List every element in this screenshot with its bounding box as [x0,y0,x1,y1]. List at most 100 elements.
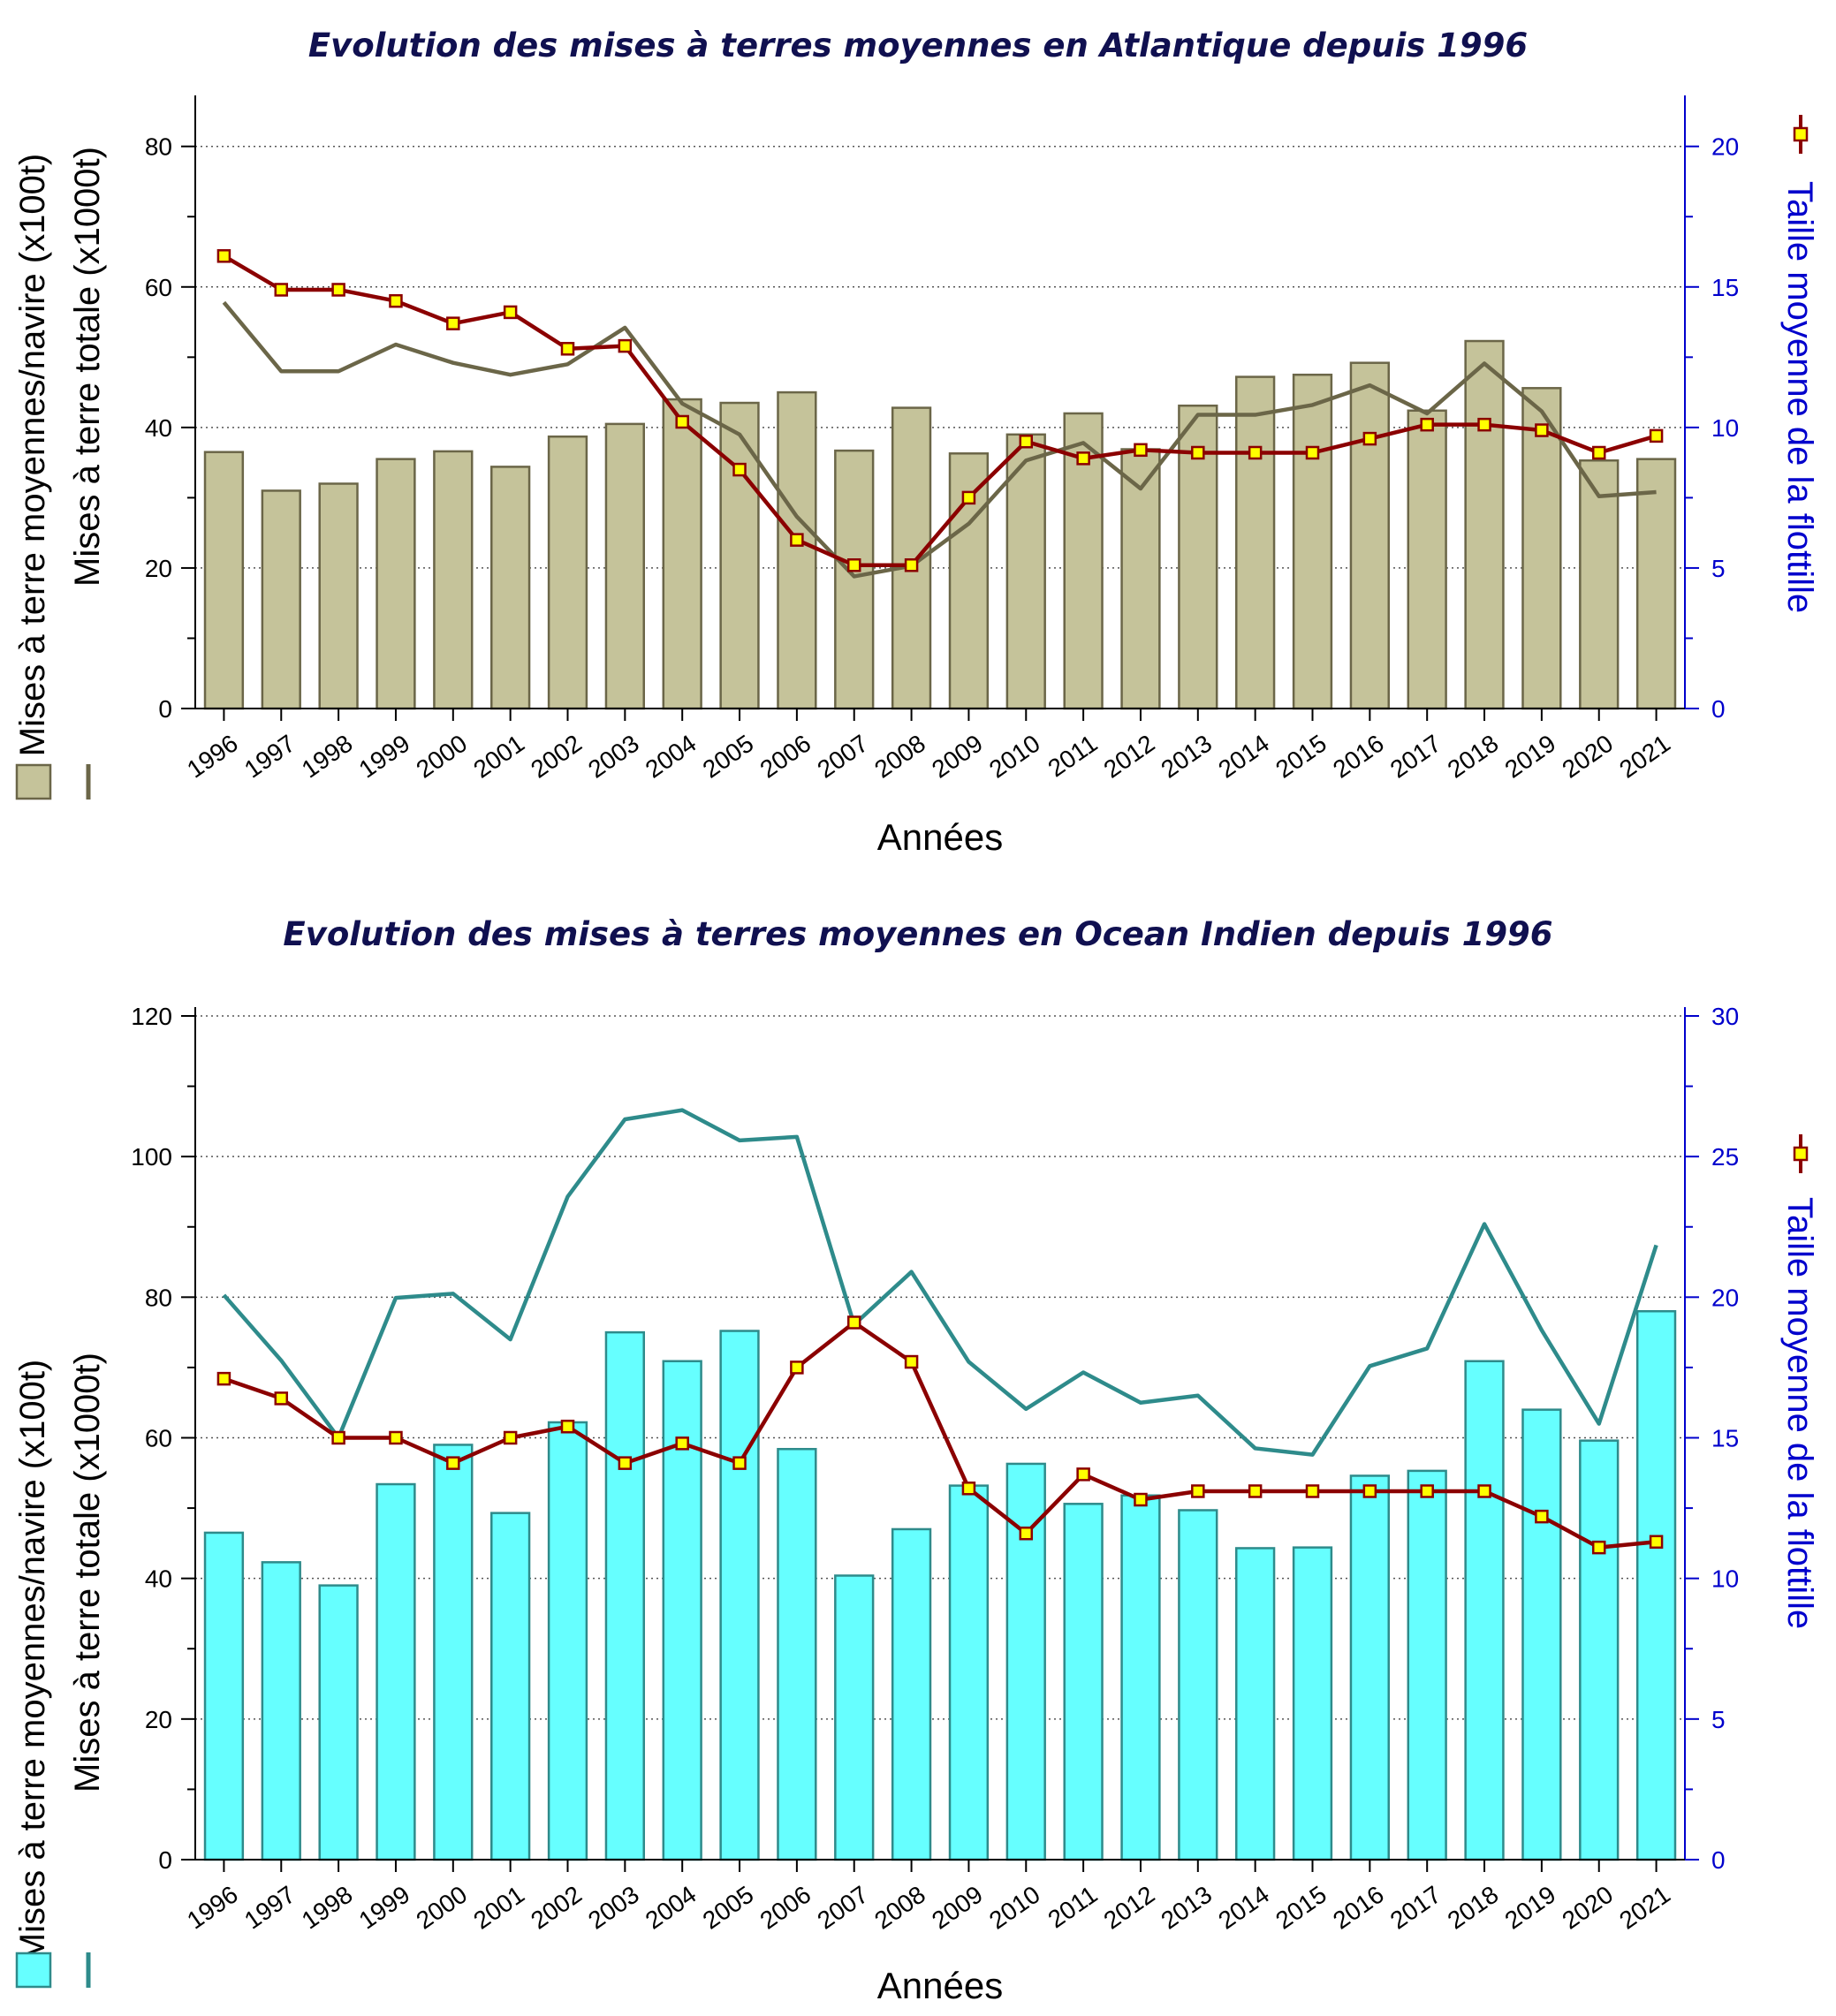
chart-title-atlantique: Evolution des mises à terres moyennes en… [307,27,1529,64]
bar [604,1330,645,1861]
x-tick-label: 2020 [1557,730,1618,784]
fleet-point [732,462,747,477]
fleet-point [331,283,345,297]
y-tick-label-left: 80 [145,1284,172,1311]
x-tick-label: 2019 [1500,1881,1561,1935]
x-axis-title: Années [877,1965,1003,2006]
fleet-point [1248,445,1263,460]
fleet-point [1076,451,1090,466]
bar [834,1574,875,1861]
x-tick-label: 1996 [182,730,243,784]
ylabel-left-bars: Mises à terre moyennes/navire (x100t) [13,154,52,757]
bar [719,1330,760,1861]
x-tick-label: 2014 [1213,730,1274,784]
y-tick-label-left: 120 [131,1003,172,1030]
fleet-point [216,1371,231,1386]
fleet-point [1019,435,1034,449]
series-line-fleet [223,1320,1657,1550]
x-tick-label: 1998 [297,730,358,784]
x-tick-label: 2013 [1156,730,1217,784]
fleet-point [1649,1535,1664,1550]
x-tick-label: 2005 [698,730,759,784]
y-tick-label-right: 0 [1711,695,1726,723]
fleet-point [1076,1467,1090,1482]
legend-swatch-fleet-marker [1793,126,1809,142]
series-line-fleet [223,254,1658,567]
fleet-point [790,1360,804,1375]
legend-swatch-bars [15,763,52,800]
y-tick-label-right: 10 [1711,1565,1739,1593]
fleet-point [1362,431,1377,446]
fleet-point [675,1436,689,1451]
bar [203,451,245,710]
x-tick-label: 2006 [755,1881,816,1935]
y-tick-label-right: 20 [1711,1284,1739,1311]
x-tick-label: 2012 [1099,730,1160,784]
fleet-point [503,1430,518,1445]
fleet-point [216,249,231,263]
x-tick-label: 2012 [1099,1881,1160,1935]
x-tick-label: 2011 [1043,730,1102,783]
x-tick-label: 2021 [1614,1881,1675,1935]
y-tick-label-right: 5 [1711,555,1726,582]
bar [318,482,359,710]
fleet-point [904,1354,919,1369]
x-tick-label: 2003 [583,730,644,784]
bar [261,1561,301,1861]
x-tick-label: 2020 [1557,1881,1618,1935]
bar [777,390,817,710]
fleet-point [1191,1484,1205,1498]
fleet-point [1134,1492,1148,1507]
x-tick-label: 2007 [812,730,873,784]
bar [1349,1474,1390,1861]
bar [1235,1547,1276,1861]
ylabel-left-bars-text: Mises à terre moyennes/navire (x100t) [13,154,52,757]
fleet-point [331,1430,345,1445]
fleet-point [1477,1484,1491,1498]
fleet-point [846,1315,861,1330]
x-tick-label: 2009 [927,1881,988,1935]
chart-atlantique: Evolution des mises à terres moyennes en… [0,0,1836,883]
fleet-point [1649,428,1664,443]
y-tick-label-right: 10 [1711,414,1739,442]
bar [1235,375,1276,710]
legend-swatch-fleet-marker [1793,1146,1809,1162]
x-tick-label: 2014 [1213,1881,1274,1935]
bar [1464,1360,1505,1861]
bar [1120,448,1161,710]
bar [604,422,645,710]
bar [1521,1408,1562,1861]
bar [433,450,474,710]
x-tick-label: 1996 [182,1881,243,1935]
bar [1292,373,1333,710]
x-tick-label: 2006 [755,730,816,784]
y-tick-label-left: 40 [145,1565,172,1593]
bar [1349,361,1390,710]
fleet-point [1362,1484,1377,1498]
bar [948,1484,990,1861]
bar [203,1531,245,1861]
x-tick-label: 2009 [927,730,988,784]
ylabel-left-bars: Mises à terre moyennes/navire (x100t) [13,1360,52,1963]
y-tick-label-right: 15 [1711,1425,1739,1452]
chart-title-ocean-indien: Evolution des mises à terres moyennes en… [283,915,1553,953]
fleet-point [732,1456,747,1470]
fleet-point [1420,417,1434,432]
bar [1178,1509,1218,1861]
bar [376,458,416,710]
y-tick-label-right: 5 [1711,1706,1726,1733]
y-tick-label-left: 40 [145,414,172,442]
x-tick-label: 2008 [869,730,930,784]
x-tick-label: 2019 [1500,730,1561,784]
fleet-point [675,414,689,429]
y-tick-label-left: 100 [131,1143,172,1171]
fleet-point [1134,443,1148,458]
x-tick-label: 2008 [869,1881,930,1935]
series-line-total [222,1108,1658,1457]
y-tick-label-right: 15 [1711,274,1739,301]
x-tick-label: 2021 [1614,730,1675,784]
fleet-point [446,316,460,330]
x-tick-label: 2016 [1328,1881,1389,1935]
fleet-point [618,1456,633,1470]
ylabel-right-text: Taille moyenne de la flottille [1780,181,1819,613]
